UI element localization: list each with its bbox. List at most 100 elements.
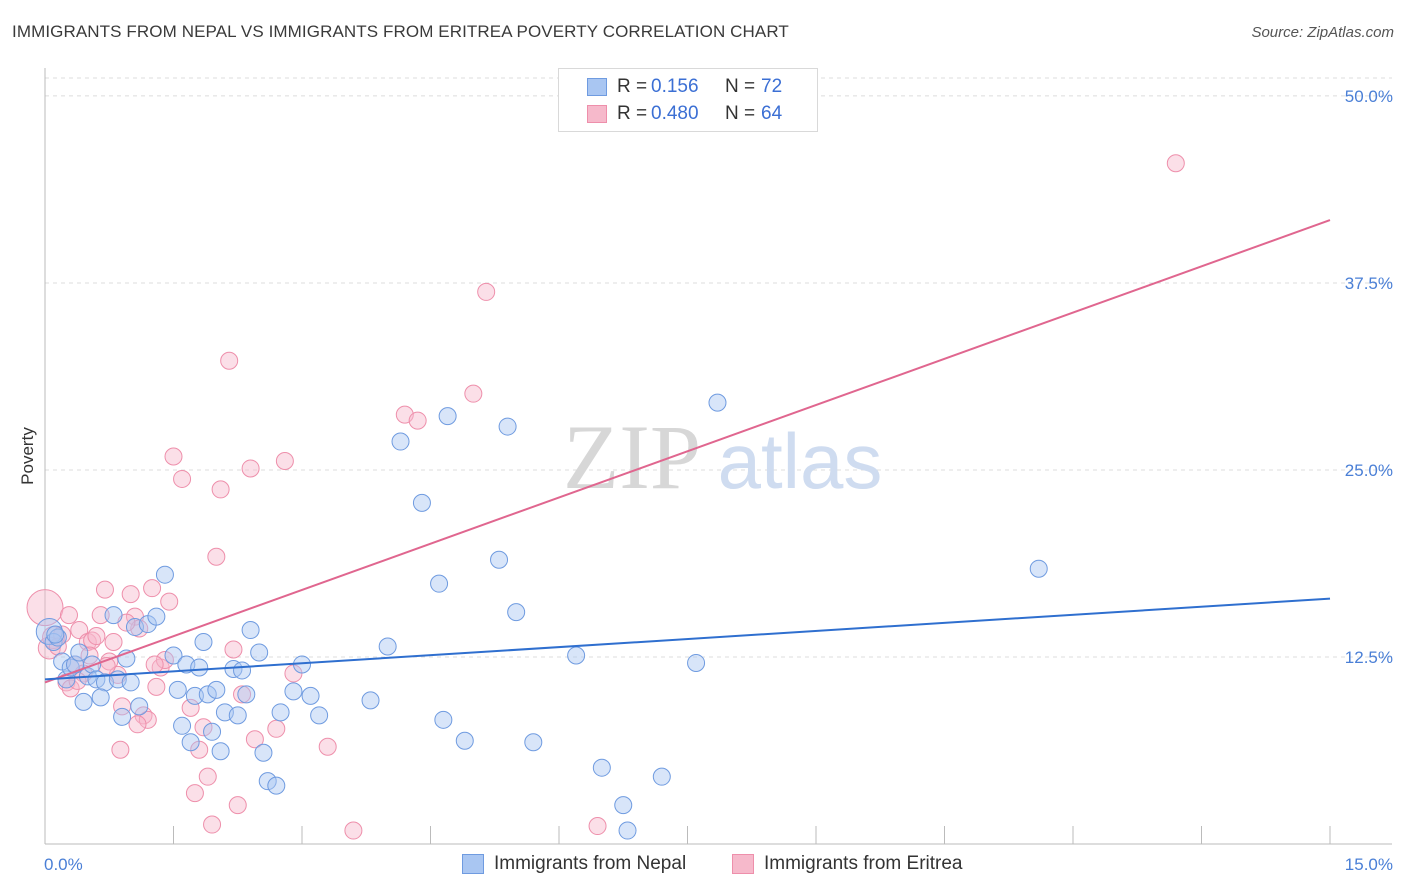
nepal-point: [614, 796, 633, 815]
eritrea-point: [241, 459, 260, 478]
nepal-swatch: [587, 78, 607, 96]
eritrea-point: [61, 679, 80, 698]
eritrea-point: [143, 579, 162, 598]
nepal-point: [185, 686, 204, 705]
nepal-point: [46, 625, 65, 644]
eritrea-point: [147, 677, 166, 696]
eritrea-point: [228, 796, 247, 815]
legend-row-nepal: R = 0.156 N = 72: [587, 75, 783, 99]
eritrea-point: [207, 547, 226, 566]
nepal-point: [434, 710, 453, 729]
eritrea-point: [275, 451, 294, 470]
nepal-point: [181, 733, 200, 752]
eritrea-point: [464, 384, 483, 403]
x-tick-label: 0.0%: [44, 855, 83, 874]
nepal-point: [173, 716, 192, 735]
eritrea-point: [224, 640, 243, 659]
nepal-point: [524, 733, 543, 752]
legend-r-value: 0.156: [651, 76, 699, 97]
nepal-point: [618, 821, 637, 840]
eritrea-point: [26, 589, 64, 627]
nepal-point: [207, 680, 226, 699]
eritrea-trend-line: [44, 219, 1331, 684]
eritrea-point: [95, 580, 114, 599]
source-label: Source: ZipAtlas.com: [1251, 24, 1394, 41]
eritrea-point: [173, 469, 192, 488]
nepal-point: [104, 606, 123, 625]
bottom-legend-eritrea: Immigrants from Eritrea: [732, 852, 962, 876]
nepal-point: [438, 407, 457, 426]
nepal-legend-swatch: [462, 854, 484, 874]
legend-row-eritrea: R = 0.480 N = 64: [587, 102, 783, 126]
legend-n-value: 72: [761, 76, 783, 97]
nepal-point: [35, 618, 63, 646]
nepal-point: [284, 682, 303, 701]
nepal-point: [147, 607, 166, 626]
eritrea-point: [104, 633, 123, 652]
legend-n-label: N =: [725, 103, 756, 124]
eritrea-point: [121, 585, 140, 604]
nepal-point: [267, 776, 286, 795]
trend-lines: [44, 219, 1331, 684]
nepal-point: [233, 661, 252, 680]
eritrea-point: [1166, 154, 1185, 173]
nepal-point: [708, 393, 727, 412]
nepal-point: [121, 673, 140, 692]
nepal-point: [194, 633, 213, 652]
eritrea-point: [477, 282, 496, 301]
y-tick-label: 50.0%: [1345, 87, 1393, 106]
nepal-point: [271, 703, 290, 722]
eritrea-point: [59, 606, 78, 625]
nepal-point: [228, 706, 247, 725]
nepal-point: [113, 707, 132, 726]
eritrea-point: [220, 351, 239, 370]
eritrea-legend-swatch: [732, 854, 754, 874]
eritrea-point: [111, 740, 130, 759]
nepal-point: [168, 680, 187, 699]
eritrea-point: [155, 650, 174, 669]
nepal-point: [378, 637, 397, 656]
y-tick-label: 37.5%: [1345, 274, 1393, 293]
eritrea-point: [194, 718, 213, 737]
y-axis-label: Poverty: [18, 427, 37, 485]
nepal-point: [391, 432, 410, 451]
eritrea-point: [344, 821, 363, 840]
eritrea-point: [211, 480, 230, 499]
axes: [44, 68, 1392, 845]
bottom-legend-nepal: Immigrants from Nepal: [462, 852, 686, 876]
nepal-trend-line: [44, 597, 1331, 681]
eritrea-point: [267, 719, 286, 738]
nepal-point: [1029, 559, 1048, 578]
correlation-legend: R = 0.156 N = 72 R = 0.480 N = 64: [558, 68, 818, 132]
nepal-point: [258, 772, 277, 791]
nepal-point: [237, 685, 256, 704]
eritrea-swatch: [587, 105, 607, 123]
legend-n-value: 64: [761, 103, 783, 124]
nepal-point: [198, 685, 217, 704]
nepal-point: [301, 686, 320, 705]
eritrea-point: [138, 710, 157, 729]
eritrea-points: [26, 154, 1185, 840]
nepal-point: [490, 550, 509, 569]
x-tick-label: 15.0%: [1345, 855, 1393, 874]
nepal-point: [412, 493, 431, 512]
nepal-point: [70, 643, 89, 662]
eritrea-point: [128, 715, 147, 734]
eritrea-point: [318, 737, 337, 756]
nepal-point: [190, 658, 209, 677]
eritrea-point: [87, 627, 106, 646]
eritrea-point: [185, 784, 204, 803]
nepal-point: [91, 688, 110, 707]
legend-n-label: N =: [725, 76, 756, 97]
nepal-point: [241, 621, 260, 640]
eritrea-point: [181, 698, 200, 717]
tick-labels: 12.5% 25.0% 37.5% 50.0% 0.0% 15.0%: [44, 87, 1393, 874]
nepal-point: [155, 565, 174, 584]
y-tick-label: 25.0%: [1345, 461, 1393, 480]
nepal-point: [567, 646, 586, 665]
eritrea-point: [160, 592, 179, 611]
watermark-zip: ZIP: [563, 406, 701, 508]
nepal-point: [250, 643, 269, 662]
nepal-point: [203, 722, 222, 741]
nepal-point: [652, 767, 671, 786]
